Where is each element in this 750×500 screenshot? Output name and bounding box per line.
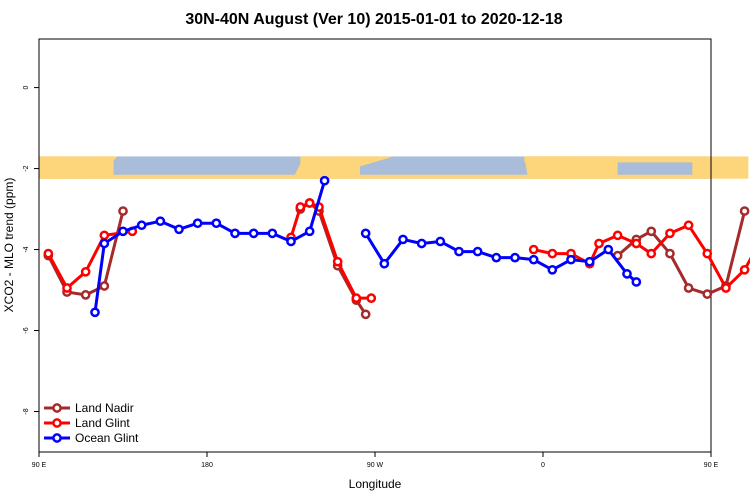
data-point (416, 238, 427, 249)
map-land (524, 156, 711, 163)
data-point (192, 218, 203, 229)
series-land-nadir (43, 198, 750, 320)
data-point (351, 293, 362, 303)
y-tick-label: -8 (23, 408, 30, 414)
data-point (80, 290, 91, 300)
data-point (603, 244, 614, 255)
data-point (332, 256, 343, 267)
data-point (398, 234, 408, 245)
data-point (43, 248, 54, 259)
x-tick-label: 90 E (704, 462, 719, 469)
data-point (510, 252, 520, 263)
data-point (594, 238, 604, 249)
data-point (435, 236, 446, 247)
x-tick-label: 0 (541, 462, 545, 469)
x-axis-label: Longitude (349, 477, 402, 491)
data-point (612, 230, 623, 241)
y-tick-label: 0 (23, 86, 30, 90)
data-point (631, 277, 642, 287)
y-tick-label: -6 (23, 327, 30, 333)
data-point (584, 256, 595, 267)
legend-marker (52, 433, 62, 443)
data-point (136, 220, 147, 231)
data-point (366, 293, 377, 303)
data-point (702, 248, 713, 259)
x-tick-label: 90 E (32, 462, 47, 469)
legend-marker (52, 403, 62, 413)
series-ocean-glint (90, 175, 642, 318)
data-point (99, 230, 110, 241)
x-tick-label: 180 (201, 462, 213, 469)
data-point (211, 218, 222, 229)
legend-label: Ocean Glint (75, 431, 139, 445)
series-line (47, 229, 133, 290)
data-point (90, 307, 100, 318)
data-point (646, 226, 657, 237)
map-land (39, 174, 711, 179)
data-point (528, 254, 539, 265)
data-point (739, 264, 750, 275)
data-point (118, 226, 128, 237)
y-axis-label: XCO2 - MLO trend (ppm) (2, 178, 16, 313)
map-land (39, 156, 118, 179)
data-point (62, 283, 72, 293)
data-point (454, 246, 464, 257)
x-tick-label: 90 W (367, 462, 384, 469)
legend-label: Land Nadir (75, 401, 134, 415)
series-line (93, 180, 327, 313)
data-point (286, 236, 296, 247)
series-line (364, 232, 638, 284)
series-group (43, 175, 750, 320)
data-point (472, 246, 483, 257)
data-point (304, 198, 315, 208)
data-point (646, 248, 657, 259)
data-point (622, 268, 632, 279)
data-point (174, 224, 184, 235)
data-point (80, 266, 91, 277)
y-axis: 0 -2 -4 -6 -8 (23, 86, 39, 415)
data-point (631, 238, 642, 249)
chart-title: 30N-40N August (Ver 10) 2015-01-01 to 20… (185, 11, 562, 28)
map-strip (39, 156, 749, 179)
data-point (683, 220, 694, 231)
data-point (230, 228, 240, 239)
map-land (292, 156, 394, 179)
data-point (379, 258, 390, 269)
x-axis: 90 E 180 90 W 0 90 E (32, 452, 719, 469)
data-point (304, 226, 315, 237)
series-line (46, 210, 125, 297)
data-point (118, 206, 128, 216)
series-line (533, 223, 750, 290)
data-point (547, 264, 558, 275)
legend-label: Land Glint (75, 416, 130, 430)
y-tick-label: -2 (23, 165, 30, 171)
data-point (319, 175, 330, 186)
series-land-glint (43, 198, 750, 303)
data-point (295, 202, 306, 212)
data-point (248, 228, 259, 239)
data-point (155, 216, 166, 227)
data-point (99, 238, 110, 249)
data-point (665, 248, 675, 259)
data-point (721, 283, 731, 293)
data-point (267, 228, 278, 239)
data-point (99, 281, 110, 291)
legend-marker (52, 418, 62, 428)
data-point (491, 252, 502, 263)
data-point (360, 309, 371, 320)
data-point (360, 228, 371, 239)
data-point (683, 283, 694, 293)
data-point (739, 206, 750, 216)
data-point (702, 289, 713, 299)
data-point (566, 254, 576, 265)
data-point (547, 248, 558, 259)
data-point (665, 228, 675, 239)
data-point (528, 244, 539, 255)
y-tick-label: -4 (23, 246, 30, 252)
